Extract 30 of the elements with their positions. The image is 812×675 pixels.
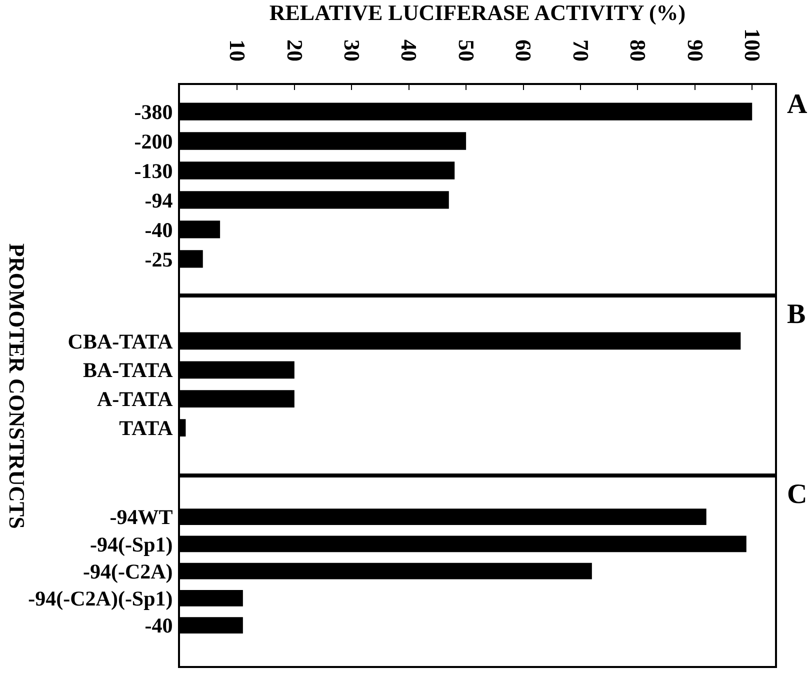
y-tick-label: -94(-C2A) — [82, 559, 173, 584]
x-tick-label: 20 — [282, 40, 308, 62]
y-axis-title: PROMOTER CONSTRUCTS — [4, 243, 30, 529]
x-axis-title: RELATIVE LUCIFERASE ACTIVITY (%) — [269, 0, 686, 25]
y-tick-label: -94(-C2A)(-Sp1) — [28, 586, 173, 611]
y-tick-label: -40 — [144, 614, 173, 638]
y-tick-label: -25 — [144, 247, 173, 272]
x-tick-label: 80 — [626, 40, 651, 62]
y-tick-label: -94(-Sp1) — [90, 532, 173, 556]
y-tick-label: TATA — [119, 416, 174, 440]
text: B — [787, 299, 806, 330]
y-tick-label: A-TATA — [96, 387, 174, 412]
y-tick-label: -130 — [134, 158, 173, 183]
text: C — [787, 479, 808, 510]
y-tick-label: -200 — [134, 129, 173, 154]
y-tick-label: -380 — [134, 100, 173, 124]
x-tick-label: 70 — [568, 40, 594, 62]
y-tick-label: -94 — [144, 188, 174, 212]
y-tick-label: -40 — [144, 218, 173, 242]
x-tick-label: 40 — [396, 40, 422, 62]
x-tick-label: 60 — [511, 40, 536, 62]
x-tick-label: 50 — [454, 40, 479, 62]
x-tick-label: 10 — [225, 40, 250, 62]
y-tick-label: CBA-TATA — [68, 329, 174, 354]
x-tick-label: 100 — [740, 28, 765, 62]
y-tick-label: BA-TATA — [82, 358, 174, 382]
x-tick-label: 90 — [682, 40, 708, 62]
text: A — [787, 89, 808, 120]
x-tick-label: 30 — [339, 40, 364, 62]
y-tick-label: -94WT — [110, 505, 173, 530]
